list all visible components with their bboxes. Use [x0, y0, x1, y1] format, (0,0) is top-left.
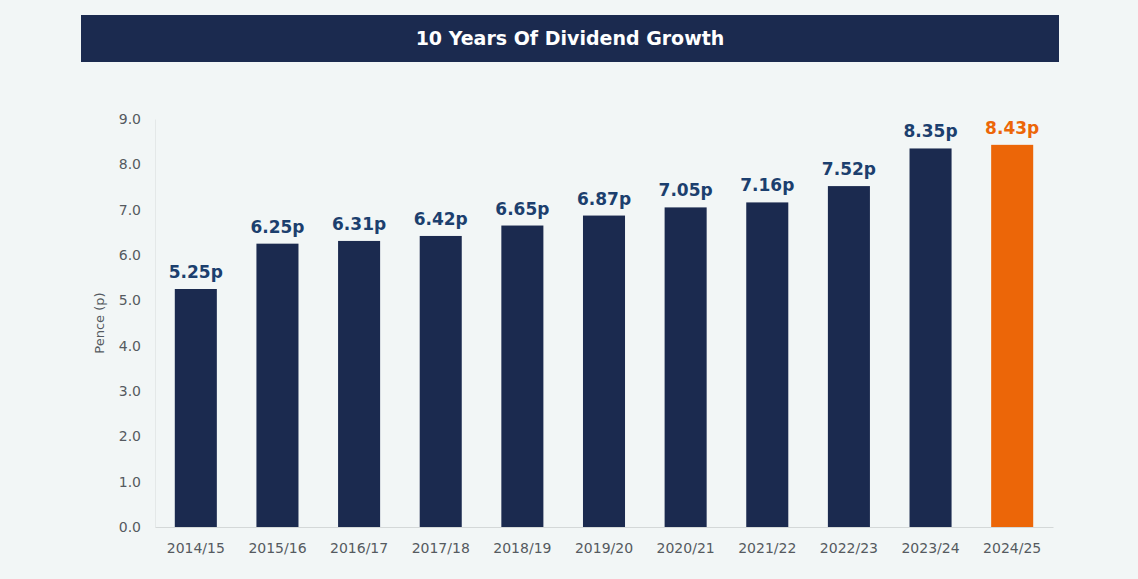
- y-tick-label: 4.0: [119, 338, 141, 354]
- x-tick: 2019/20: [575, 527, 633, 556]
- y-tick-label: 1.0: [119, 474, 141, 490]
- y-tick: 2.0: [119, 428, 155, 444]
- data-label: 6.87p: [577, 189, 631, 209]
- data-labels: 5.25p 6.25p 6.31p 6.42p 6.65p 6.87p 7.05p 7.16p…: [169, 118, 1039, 282]
- y-axis-title: Pence (p): [92, 292, 107, 353]
- bar: [338, 241, 380, 527]
- y-tick: 1.0: [119, 474, 155, 490]
- y-tick-label: 3.0: [119, 383, 141, 399]
- data-label: 7.05p: [659, 180, 713, 200]
- bar: [256, 244, 298, 527]
- y-tick-label: 6.0: [119, 247, 141, 263]
- y-tick: 0.0: [119, 519, 155, 535]
- y-axis-line: [155, 120, 156, 528]
- bar: [420, 236, 462, 527]
- bar: [665, 207, 707, 527]
- y-tick: 5.0: [119, 292, 155, 308]
- x-tick: 2023/24: [901, 527, 959, 556]
- title: 10 Years Of Dividend Growth: [416, 27, 725, 49]
- y-tick: 3.0: [119, 383, 155, 399]
- bars: [175, 145, 1033, 527]
- x-tick-label: 2016/17: [330, 540, 388, 556]
- x-tick: 2017/18: [412, 527, 470, 556]
- bar: [583, 216, 625, 527]
- data-label: 6.25p: [250, 217, 304, 237]
- bar: [501, 226, 543, 527]
- y-tick-label: 8.0: [119, 156, 141, 172]
- data-label: 8.43p: [985, 118, 1039, 138]
- x-tick-label: 2022/23: [820, 540, 878, 556]
- data-label: 6.42p: [414, 209, 468, 229]
- bar: [910, 148, 952, 527]
- y-tick: 7.0: [119, 202, 155, 218]
- y-tick: 9.0: [119, 111, 155, 127]
- x-tick-label: 2015/16: [248, 540, 306, 556]
- x-axis: 2014/15 2015/16 2016/17 2017/18 2018/19 2019/…: [156, 527, 1054, 556]
- title-bar: [81, 15, 1059, 62]
- data-label: 7.52p: [822, 159, 876, 179]
- bar: [175, 289, 217, 527]
- y-axis: 0.0 1.0 2.0 3.0 4.0 5.0 6.0 7.0 8.0 9.0: [119, 111, 156, 535]
- x-tick: 2014/15: [167, 527, 225, 556]
- y-tick-label: 0.0: [119, 519, 141, 535]
- x-tick-label: 2020/21: [657, 540, 715, 556]
- x-tick: 2015/16: [248, 527, 306, 556]
- x-axis-line: [156, 527, 1054, 528]
- y-tick: 4.0: [119, 338, 155, 354]
- x-tick-label: 2019/20: [575, 540, 633, 556]
- bar: [828, 186, 870, 527]
- x-tick: 2021/22: [738, 527, 796, 556]
- x-tick: 2018/19: [493, 527, 551, 556]
- x-tick-label: 2017/18: [412, 540, 470, 556]
- x-tick-label: 2021/22: [738, 540, 796, 556]
- y-tick-label: 9.0: [119, 111, 141, 127]
- x-tick-label: 2024/25: [983, 540, 1041, 556]
- bar: [746, 202, 788, 527]
- data-label: 6.65p: [495, 199, 549, 219]
- bar: [991, 145, 1033, 527]
- y-tick: 8.0: [119, 156, 155, 172]
- x-tick-label: 2014/15: [167, 540, 225, 556]
- x-tick-label: 2018/19: [493, 540, 551, 556]
- x-tick: 2024/25: [983, 527, 1041, 556]
- x-tick: 2016/17: [330, 527, 388, 556]
- data-label: 8.35p: [903, 121, 957, 141]
- x-tick: 2022/23: [820, 527, 878, 556]
- chart: 10 Years Of Dividend Growth 0.0 1.0 2.0 3.0 4…: [0, 0, 1138, 579]
- y-tick-label: 5.0: [119, 292, 141, 308]
- x-tick: 2020/21: [657, 527, 715, 556]
- data-label: 5.25p: [169, 262, 223, 282]
- x-tick-label: 2023/24: [901, 540, 959, 556]
- y-tick-label: 2.0: [119, 428, 141, 444]
- data-label: 6.31p: [332, 214, 386, 234]
- data-label: 7.16p: [740, 175, 794, 195]
- y-tick-label: 7.0: [119, 202, 141, 218]
- y-tick: 6.0: [119, 247, 155, 263]
